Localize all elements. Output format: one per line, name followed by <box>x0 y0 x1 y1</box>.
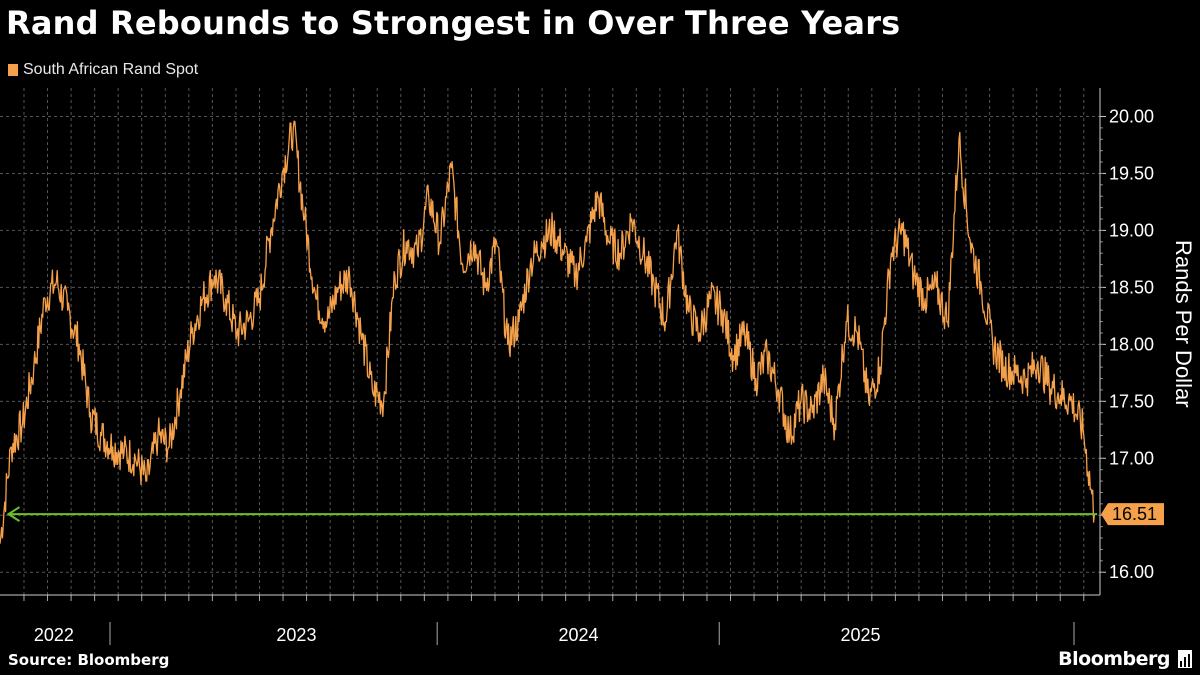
annotation-layer: 16.51 <box>6 503 1164 526</box>
grid-layer <box>0 88 1100 595</box>
y-tick-label: 17.50 <box>1109 391 1154 411</box>
series-layer <box>0 120 1096 544</box>
legend-swatch <box>8 64 18 76</box>
source-note: Source: Bloomberg <box>8 651 170 669</box>
y-tick-label: 18.00 <box>1109 334 1154 354</box>
brand-name: Bloomberg <box>1058 648 1170 670</box>
y-tick-label: 18.50 <box>1109 277 1154 297</box>
x-year-label: 2023 <box>276 625 316 645</box>
bloomberg-logo: Bloomberg <box>1058 648 1192 670</box>
y-tick-label: 19.00 <box>1109 220 1154 240</box>
arrow-head <box>6 506 20 522</box>
y-axis-title: Rands Per Dollar <box>1171 240 1196 408</box>
y-tick-label: 17.00 <box>1109 448 1154 468</box>
last-value-badge <box>1101 503 1164 526</box>
bloomberg-terminal-icon <box>1178 650 1192 668</box>
y-tick-label: 16.00 <box>1109 562 1154 582</box>
legend-label: South African Rand Spot <box>23 61 199 78</box>
last-value-label: 16.51 <box>1112 504 1157 524</box>
y-tick-label: 19.50 <box>1109 163 1154 183</box>
axis-layer: 16.00 17.00 17.50 18.00 18.50 19.00 19.50 20.00… <box>0 88 1196 645</box>
x-year-label: 2025 <box>841 625 881 645</box>
series-line-south-african-rand-spot <box>0 120 1096 544</box>
y-tick-label: 20.00 <box>1109 106 1154 126</box>
x-year-label: 2024 <box>558 625 598 645</box>
x-year-label: 2022 <box>34 625 74 645</box>
legend: South African Rand Spot <box>8 61 198 79</box>
chart-title: Rand Rebounds to Strongest in Over Three… <box>6 4 901 42</box>
